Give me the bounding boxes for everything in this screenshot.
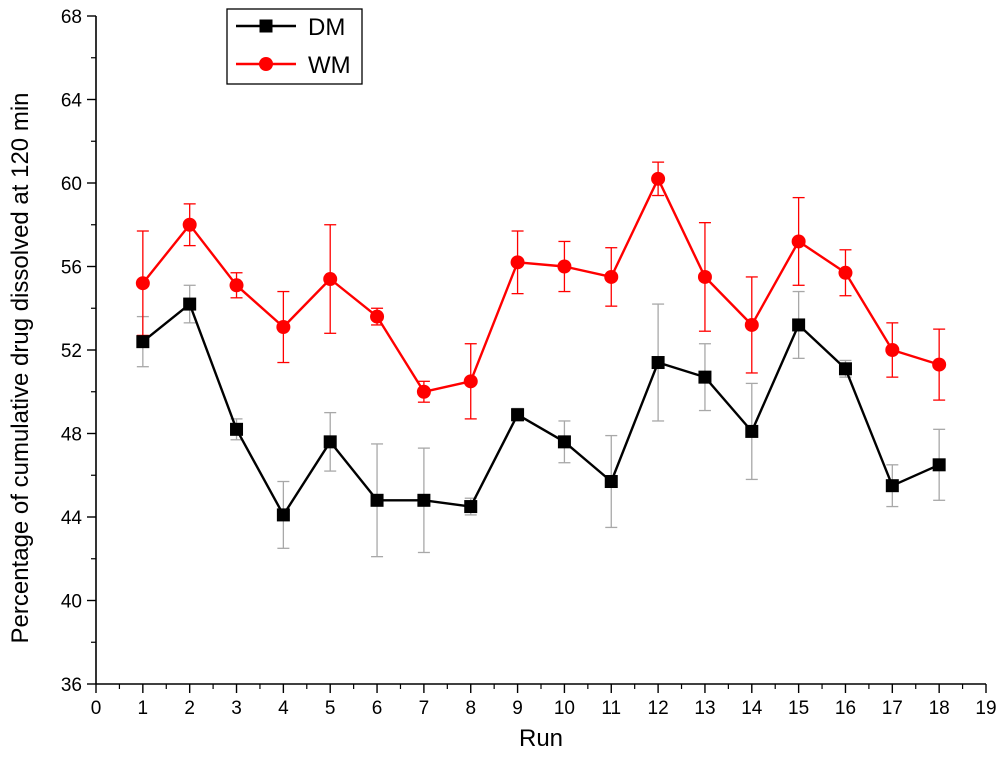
dm-point bbox=[230, 422, 244, 436]
wm-point bbox=[416, 384, 431, 399]
legend-wm-marker bbox=[259, 57, 273, 71]
dm-point bbox=[651, 356, 665, 370]
wm-point bbox=[791, 234, 806, 249]
wm-point bbox=[135, 276, 150, 291]
dm-point bbox=[604, 475, 618, 489]
dm-point bbox=[932, 458, 946, 472]
legend-dm-marker bbox=[259, 19, 273, 33]
error-bars-layer bbox=[136, 161, 946, 558]
wm-point bbox=[697, 269, 712, 284]
wm-point bbox=[838, 265, 853, 280]
x-tick-label: 1 bbox=[138, 698, 149, 719]
x-tick-label: 2 bbox=[184, 698, 195, 719]
x-tick-label: 4 bbox=[278, 698, 289, 719]
x-tick-label: 10 bbox=[554, 698, 575, 719]
wm-point bbox=[651, 171, 666, 186]
x-tick-label: 9 bbox=[512, 698, 523, 719]
legend: DM WM bbox=[226, 8, 363, 85]
x-tick-label: 15 bbox=[788, 698, 809, 719]
x-tick-label: 7 bbox=[419, 698, 430, 719]
y-tick-label: 60 bbox=[61, 174, 82, 195]
x-tick-label: 8 bbox=[465, 698, 476, 719]
y-tick-label: 56 bbox=[61, 258, 82, 279]
x-tick-label: 19 bbox=[975, 698, 996, 719]
axes bbox=[95, 16, 986, 685]
legend-dm-label: DM bbox=[308, 14, 345, 41]
dm-point bbox=[792, 318, 806, 332]
wm-point bbox=[604, 269, 619, 284]
y-tick-label: 52 bbox=[61, 341, 82, 362]
wm-point bbox=[276, 320, 291, 335]
wm-point bbox=[182, 217, 197, 232]
dm-point bbox=[183, 297, 197, 311]
dm-point bbox=[276, 508, 290, 522]
dm-point bbox=[417, 493, 431, 507]
wm-point bbox=[463, 374, 478, 389]
wm-point bbox=[885, 343, 900, 357]
legend-wm-label: WM bbox=[308, 52, 351, 79]
y-tick-label: 44 bbox=[61, 508, 83, 529]
dm-series-line bbox=[142, 302, 940, 517]
x-tick-label: 16 bbox=[835, 698, 856, 719]
dm-point bbox=[464, 500, 478, 514]
y-tick-label: 64 bbox=[61, 91, 83, 112]
x-axis-title: Run bbox=[519, 725, 563, 752]
dm-point bbox=[370, 493, 384, 507]
y-tick-label: 48 bbox=[61, 425, 82, 446]
y-axis-title: Percentage of cumulative drug dissolved … bbox=[7, 93, 34, 644]
x-tick-label: 6 bbox=[372, 698, 383, 719]
x-tick-label: 5 bbox=[325, 698, 336, 719]
wm-point bbox=[323, 272, 338, 287]
wm-point bbox=[370, 309, 385, 324]
x-tick-label: 12 bbox=[648, 698, 669, 719]
x-tick-label: 14 bbox=[741, 698, 763, 719]
x-tick-label: 11 bbox=[601, 698, 621, 719]
dm-point bbox=[323, 435, 337, 449]
wm-series-line bbox=[141, 177, 940, 393]
dm-point bbox=[698, 370, 712, 384]
dm-point bbox=[885, 479, 899, 493]
y-tick-label: 36 bbox=[61, 675, 82, 696]
dm-point bbox=[136, 335, 150, 349]
wm-point bbox=[229, 278, 244, 293]
wm-point bbox=[932, 357, 947, 372]
wm-point bbox=[557, 259, 572, 274]
wm-point bbox=[510, 255, 525, 270]
wm-point bbox=[744, 317, 759, 332]
markers-layer bbox=[135, 171, 947, 522]
dm-point bbox=[838, 362, 852, 376]
y-ticks: 36 40 44 48 52 56 60 64 68 bbox=[61, 7, 96, 696]
x-tick-label: 0 bbox=[91, 698, 102, 719]
dm-point bbox=[557, 435, 571, 449]
dm-point bbox=[745, 424, 759, 438]
x-tick-label: 3 bbox=[231, 698, 242, 719]
legend-box bbox=[226, 8, 363, 85]
y-tick-label: 40 bbox=[61, 592, 82, 613]
x-tick-label: 18 bbox=[929, 698, 950, 719]
y-tick-label: 68 bbox=[61, 7, 82, 28]
dm-point bbox=[511, 408, 525, 422]
x-tick-label: 13 bbox=[694, 698, 715, 719]
x-tick-label: 17 bbox=[882, 698, 903, 719]
x-ticks: 0 1 2 3 4 5 6 7 8 9 10 11 12 13 14 15 16 17 18 19 bbox=[91, 684, 997, 719]
series-lines-layer bbox=[141, 177, 940, 517]
